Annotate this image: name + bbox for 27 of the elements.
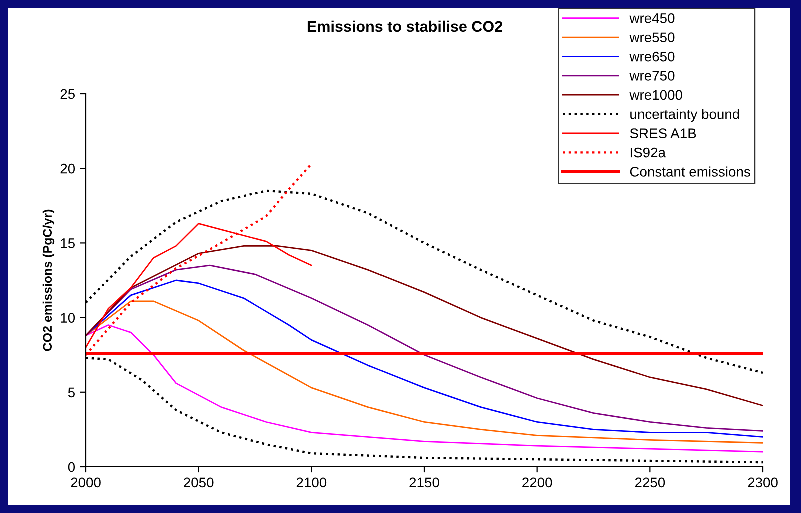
y-tick-label: 15 [61, 238, 76, 248]
line-series [86, 300, 763, 444]
x-tick-label: 2050 [184, 478, 214, 488]
legend-label: IS92a [630, 148, 666, 158]
y-tick-label: 5 [68, 388, 75, 398]
y-axis-title: CO2 emissions (PgC/yr) [42, 210, 55, 352]
y-tick-label: 10 [61, 313, 76, 323]
x-tick-label: 2000 [71, 478, 101, 488]
legend-label: wre550 [630, 32, 675, 43]
line-series [86, 324, 763, 453]
legend-label: wre750 [630, 71, 675, 81]
legend-label: SRES A1B [630, 128, 696, 138]
chart-title: Emissions to stabilise CO2 [308, 20, 502, 32]
x-tick-label: 2300 [748, 478, 778, 488]
legend-label: Constant emissions [630, 166, 750, 177]
legend-label: wre650 [630, 52, 675, 62]
x-tick-label: 2200 [522, 478, 552, 488]
line-series [86, 245, 763, 407]
x-tick-label: 2100 [296, 478, 327, 488]
y-tick-label: 25 [60, 89, 76, 100]
y-tick-label: 0 [68, 462, 76, 472]
y-tick-label: 20 [60, 164, 76, 174]
legend-label: wre1000 [630, 90, 682, 100]
x-tick-label: 2150 [410, 478, 440, 488]
x-tick-label: 2250 [635, 478, 666, 488]
legend-label: wre450 [630, 13, 675, 24]
legend-label: uncertainty bound [630, 109, 740, 122]
